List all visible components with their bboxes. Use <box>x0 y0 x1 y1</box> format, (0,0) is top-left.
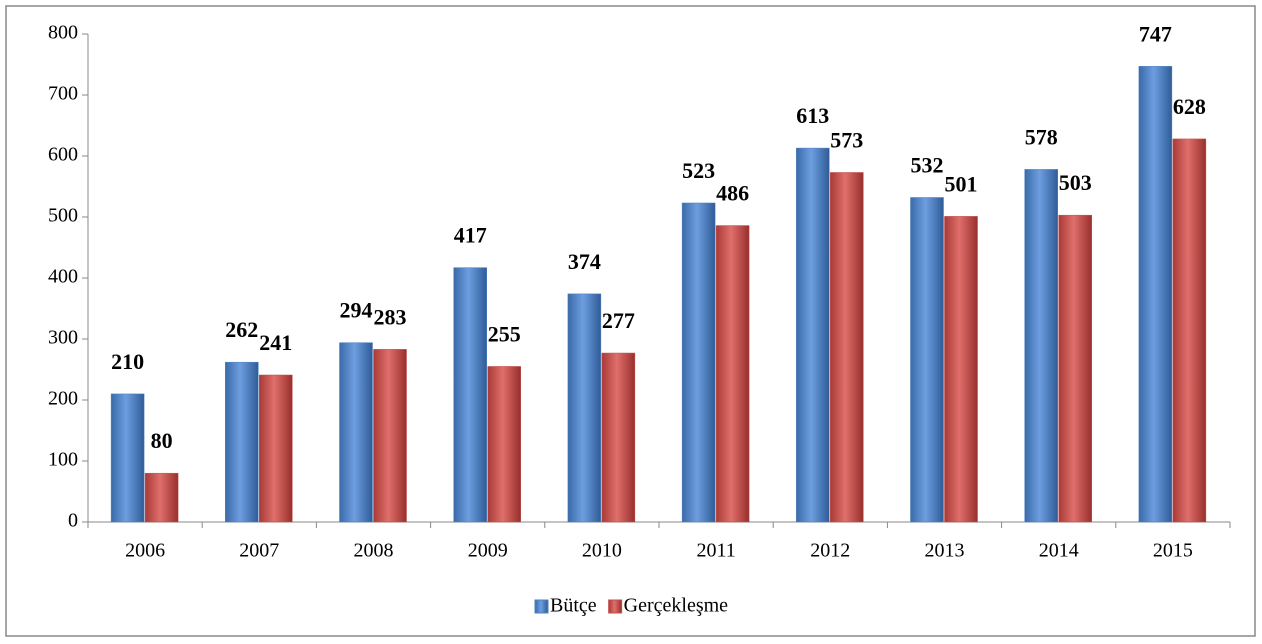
value-label: 80 <box>151 428 173 453</box>
bar <box>910 197 944 523</box>
bar <box>567 293 602 523</box>
y-tick-label: 0 <box>68 510 78 532</box>
y-tick-label: 200 <box>48 388 78 410</box>
legend-swatch <box>608 599 623 614</box>
value-label: 283 <box>374 304 407 329</box>
legend-swatch <box>534 599 549 614</box>
x-tick-label: 2011 <box>696 540 735 562</box>
value-label: 628 <box>1173 94 1206 119</box>
value-label: 277 <box>602 308 635 333</box>
value-label: 523 <box>682 158 715 183</box>
bar <box>796 147 830 523</box>
x-tick-label: 2008 <box>354 540 394 562</box>
bar <box>1024 169 1058 523</box>
y-tick-label: 800 <box>48 22 78 44</box>
bar <box>373 349 407 523</box>
value-label: 573 <box>830 128 863 153</box>
bar <box>681 202 716 523</box>
y-tick-label: 400 <box>48 266 78 288</box>
value-label: 486 <box>716 181 749 206</box>
x-tick-label: 2015 <box>1153 540 1193 562</box>
bar <box>830 172 864 523</box>
bar <box>601 352 636 523</box>
y-tick-label: 300 <box>48 327 78 349</box>
x-tick-label: 2006 <box>125 540 165 562</box>
bar <box>259 374 293 523</box>
value-label: 294 <box>340 298 373 323</box>
x-tick-label: 2012 <box>810 540 850 562</box>
value-label: 747 <box>1139 21 1172 46</box>
y-tick-label: 100 <box>48 449 78 471</box>
value-label: 532 <box>911 153 944 178</box>
y-tick-label: 600 <box>48 144 78 166</box>
value-label: 210 <box>111 349 144 374</box>
value-label: 578 <box>1025 124 1058 149</box>
value-label: 374 <box>568 249 601 274</box>
value-label: 255 <box>488 321 521 346</box>
value-label: 613 <box>796 103 829 128</box>
y-tick-label: 700 <box>48 83 78 105</box>
bar <box>225 361 259 523</box>
bar <box>144 472 179 523</box>
bar <box>1058 214 1092 523</box>
bar <box>453 267 487 523</box>
x-tick-label: 2009 <box>468 540 508 562</box>
x-tick-label: 2013 <box>925 540 965 562</box>
bar <box>1172 138 1207 523</box>
bar <box>339 342 373 523</box>
bar <box>487 366 521 523</box>
legend-label: Bütçe <box>550 595 597 617</box>
value-label: 417 <box>454 223 487 248</box>
value-label: 241 <box>259 330 292 355</box>
x-tick-label: 2007 <box>239 540 279 562</box>
x-tick-label: 2010 <box>582 540 622 562</box>
y-tick-label: 500 <box>48 205 78 227</box>
x-tick-label: 2014 <box>1039 540 1079 562</box>
bar <box>110 393 145 523</box>
bar <box>944 216 978 523</box>
legend-label: Gerçekleşme <box>624 595 729 617</box>
bar <box>715 225 750 523</box>
value-label: 262 <box>225 317 258 342</box>
value-label: 501 <box>945 171 978 196</box>
bar <box>1138 66 1173 523</box>
value-label: 503 <box>1059 170 1092 195</box>
